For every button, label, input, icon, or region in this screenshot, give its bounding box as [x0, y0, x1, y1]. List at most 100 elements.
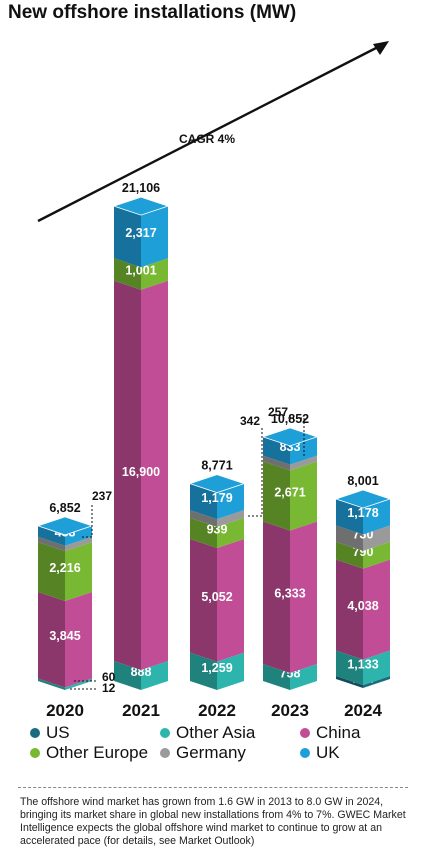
- bar-segment-2024-other-asia: [336, 650, 363, 686]
- bar-segment-2020-china: [38, 591, 65, 688]
- bar-segment-2021-china: [114, 280, 141, 671]
- bar-segment-2022-germany: [190, 510, 217, 527]
- bar-segment-face-2022-other-europe: [217, 517, 244, 549]
- legend-label: China: [316, 723, 361, 742]
- bar-segment-2020-other-asia: [38, 678, 65, 690]
- bar-segment-face-2024-other-asia: [363, 650, 390, 686]
- legend-label: US: [46, 723, 70, 742]
- data-label-2021-china: 16,900: [122, 465, 160, 479]
- bar-segment-2024-germany: [336, 525, 363, 551]
- x-tick-label-2021: 2021: [122, 701, 160, 720]
- bar-segment-2023-china: [263, 521, 290, 673]
- total-label-2023: 10,852: [271, 412, 309, 426]
- bar-segment-face-2021-uk: [141, 206, 168, 268]
- callout-leader-2022-342: [246, 428, 263, 517]
- callout-label-2020-60: 60: [102, 670, 116, 684]
- bar-segment-2024-us: [336, 676, 363, 688]
- bar-segment-face-2024-uk: [363, 498, 390, 535]
- callout-label-2020-12: 12: [102, 681, 116, 695]
- data-label-2022-china: 5,052: [201, 590, 232, 604]
- legend-label: Other Europe: [46, 743, 149, 762]
- legend-label: UK: [316, 743, 340, 762]
- legend-item-other-europe: Other Europe: [30, 743, 148, 763]
- bar-segment-face-2023-other-europe: [290, 461, 317, 531]
- data-label-2024-other-asia: 1,133: [347, 657, 378, 671]
- data-label-2020-other-europe: 2,216: [49, 561, 80, 575]
- data-label-2021-uk: 2,317: [125, 226, 156, 240]
- legend-swatch-icon: [160, 748, 170, 758]
- bar-segment-2020-other-europe: [38, 542, 65, 601]
- bar-segment-2021-other-asia: [114, 661, 141, 690]
- x-tick-label-2023: 2023: [271, 701, 309, 720]
- bar-segment-2024-china: [336, 559, 363, 660]
- cagr-label: CAGR 4%: [179, 132, 235, 146]
- bar-segment-face-2020-uk: [65, 525, 92, 546]
- legend-item-us: US: [30, 723, 70, 743]
- chart-title: New offshore installations (MW): [8, 2, 297, 23]
- x-tick-label-2022: 2022: [198, 701, 236, 720]
- bar-segment-face-2024-germany: [363, 525, 390, 551]
- legend-label: Other Asia: [176, 723, 256, 742]
- data-label-2023-china: 6,333: [274, 587, 305, 601]
- data-label-2022-uk: 1,179: [201, 491, 232, 505]
- bar-segment-2022-other-asia: [190, 652, 217, 690]
- total-label-2021: 21,106: [122, 181, 160, 195]
- callout-leader-2023-257: [288, 417, 305, 456]
- cagr-arrow-head: [373, 41, 389, 55]
- bar-segment-face-2021-other-europe: [141, 258, 168, 290]
- bar-segment-2023-other-europe: [263, 461, 290, 531]
- callout-label-2022-342: 342: [240, 414, 260, 428]
- legend-item-china: China: [300, 723, 360, 743]
- callout-leader-2020-237: [80, 505, 93, 538]
- bar-segment-face-2023-china: [290, 521, 317, 673]
- data-label-2021-other-europe: 1,001: [125, 264, 156, 278]
- bar-segment-face-2020-china: [65, 591, 92, 688]
- bar-segment-face-2023-germany: [290, 455, 317, 471]
- bar-segment-2023-germany: [263, 455, 290, 471]
- bar-segment-face-2023-other-asia: [290, 663, 317, 690]
- data-label-2020-china: 3,845: [49, 629, 80, 643]
- data-label-2024-china: 4,038: [347, 599, 378, 613]
- bar-segment-face-2021-china: [141, 280, 168, 671]
- legend-swatch-icon: [30, 728, 40, 738]
- data-label-2021-other-asia: 888: [131, 665, 152, 679]
- bar-segment-face-2022-germany: [217, 510, 244, 527]
- data-label-2022-other-europe: 939: [207, 522, 228, 536]
- bar-segment-2022-other-europe: [190, 517, 217, 549]
- bar-segment-face-2024-china: [363, 559, 390, 660]
- legend-item-uk: UK: [300, 743, 340, 763]
- bar-segment-face-2024-other-europe: [363, 541, 390, 569]
- bar-segment-2024-other-europe: [336, 541, 363, 569]
- data-label-2024-uk: 1,178: [347, 506, 378, 520]
- bar-segment-2024-uk: [336, 498, 363, 535]
- data-label-2023-other-europe: 2,671: [274, 485, 305, 499]
- legend-label: Germany: [176, 743, 246, 762]
- bar-segment-face-2024-us: [363, 676, 390, 688]
- bar-segment-face-2022-china: [217, 539, 244, 662]
- bar-segment-2021-other-europe: [114, 258, 141, 290]
- bar-segment-2020-uk: [38, 525, 65, 546]
- bar-segment-face-2021-other-asia: [141, 661, 168, 690]
- footnote: The offshore wind market has grown from …: [20, 796, 406, 847]
- bar-segment-2022-uk: [190, 483, 217, 520]
- bar-segment-face-2020-other-europe: [65, 542, 92, 601]
- legend-swatch-icon: [30, 748, 40, 758]
- bar-top-cap-2021: [112, 196, 170, 216]
- bar-segment-2022-china: [190, 539, 217, 662]
- bar-segment-2021-uk: [114, 206, 141, 268]
- callout-label-2020-237: 237: [92, 489, 112, 503]
- bar-segment-face-2020-germany: [65, 536, 92, 552]
- bar-segment-2020-germany: [38, 536, 65, 552]
- bar-top-cap-2024: [334, 489, 392, 509]
- total-label-2020: 6,852: [49, 501, 80, 515]
- total-label-2024: 8,001: [347, 474, 378, 488]
- bar-segment-face-2022-uk: [217, 483, 244, 520]
- legend-swatch-icon: [300, 728, 310, 738]
- x-tick-label-2020: 2020: [46, 701, 84, 720]
- bar-segment-face-2022-other-asia: [217, 652, 244, 690]
- bar-top-cap-2022: [188, 474, 246, 494]
- legend-item-germany: Germany: [160, 743, 246, 763]
- callout-label-2023-257: 257: [268, 405, 288, 419]
- divider: [18, 787, 408, 788]
